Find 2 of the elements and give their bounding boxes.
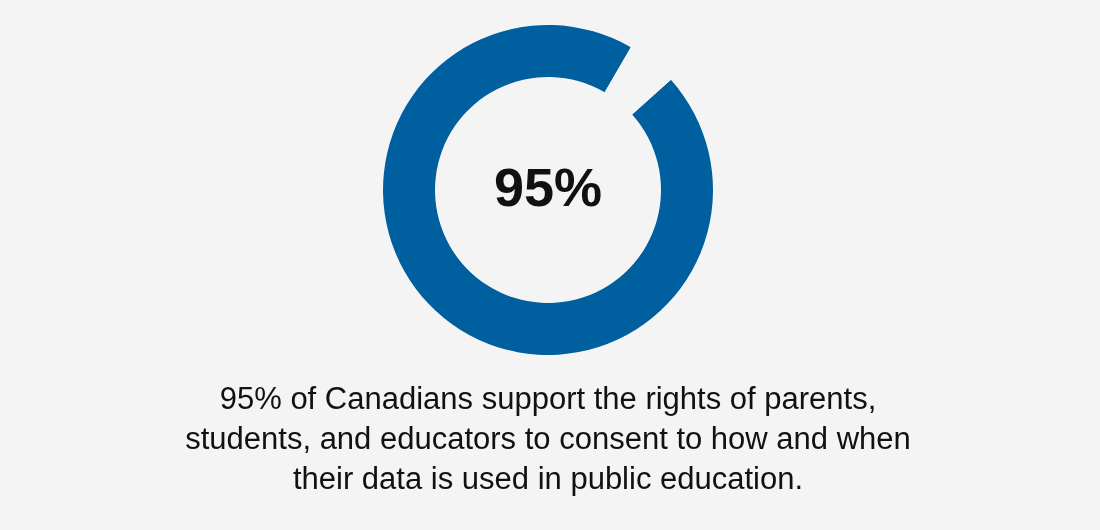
text: 95% of Canadians support the rights of parents, students, and educators to consent to how and when their data is used in public education. [185, 381, 911, 496]
data-label: 95% [493, 157, 603, 217]
